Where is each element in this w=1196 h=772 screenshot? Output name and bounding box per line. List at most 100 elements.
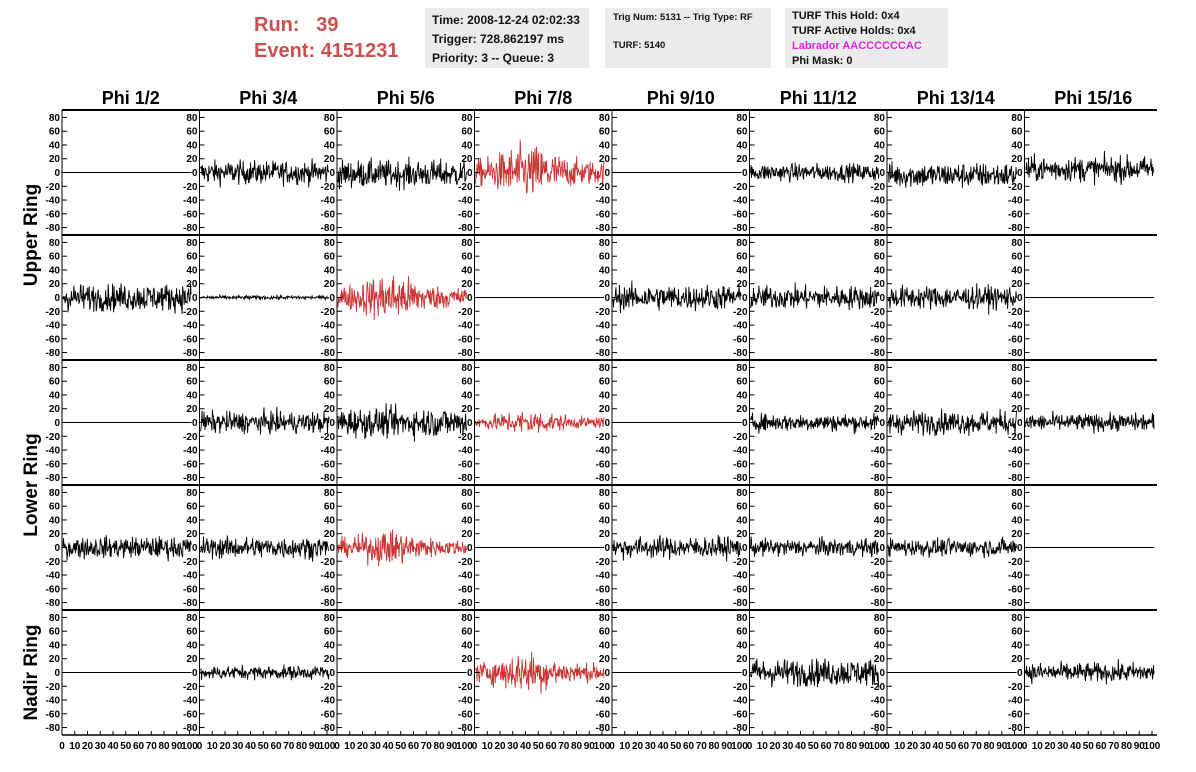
y-tick-label: -20 bbox=[46, 307, 61, 318]
waveform-trace bbox=[1025, 658, 1155, 685]
y-tick-label: 0 bbox=[192, 168, 198, 179]
y-tick-label: 60 bbox=[461, 252, 473, 263]
y-tick-label: 20 bbox=[186, 279, 198, 290]
y-tick-label: -20 bbox=[458, 432, 473, 443]
y-tick-label: 0 bbox=[329, 668, 335, 679]
y-tick-label: 20 bbox=[599, 529, 611, 540]
y-tick-label: 20 bbox=[324, 654, 336, 665]
y-tick-label: 60 bbox=[1011, 377, 1023, 388]
y-tick-label: -80 bbox=[321, 723, 336, 734]
y-tick-label: -80 bbox=[596, 473, 611, 484]
y-tick-label: -80 bbox=[1008, 473, 1023, 484]
y-tick-label: -20 bbox=[321, 432, 336, 443]
waveform-trace bbox=[750, 412, 880, 435]
y-tick-label: -40 bbox=[871, 446, 886, 457]
waveform-trace bbox=[1025, 410, 1155, 434]
y-tick-label: 60 bbox=[324, 127, 336, 138]
priority-text: Priority: 3 -- Queue: 3 bbox=[432, 51, 555, 65]
y-tick-label: 80 bbox=[324, 613, 336, 624]
time-info-box: Time: 2008-12-24 02:02:33 Trigger: 728.8… bbox=[425, 8, 589, 68]
y-tick-label: -60 bbox=[733, 459, 748, 470]
y-tick-label: -20 bbox=[183, 307, 198, 318]
y-tick-label: -60 bbox=[321, 709, 336, 720]
x-tick-label: 50 bbox=[258, 741, 270, 752]
y-tick-label: -80 bbox=[321, 598, 336, 609]
x-tick-label: 20 bbox=[82, 741, 94, 752]
turf-this-hold-text: TURF This Hold: 0x4 bbox=[792, 10, 900, 22]
y-tick-label: 0 bbox=[467, 668, 473, 679]
y-tick-label: 40 bbox=[186, 265, 198, 276]
y-tick-label: 80 bbox=[324, 488, 336, 499]
y-tick-label: -60 bbox=[46, 209, 61, 220]
y-tick-label: -40 bbox=[733, 446, 748, 457]
y-tick-label: -40 bbox=[183, 696, 198, 707]
y-tick-label: 40 bbox=[1011, 390, 1023, 401]
y-tick-label: 0 bbox=[1017, 668, 1023, 679]
y-tick-label: 0 bbox=[604, 668, 610, 679]
y-tick-label: -20 bbox=[871, 682, 886, 693]
y-tick-label: -60 bbox=[183, 459, 198, 470]
y-tick-label: -40 bbox=[1008, 196, 1023, 207]
y-tick-label: 0 bbox=[54, 418, 60, 429]
y-tick-label: 60 bbox=[324, 627, 336, 638]
y-tick-label: 60 bbox=[324, 377, 336, 388]
waveform-trace bbox=[475, 651, 605, 694]
y-tick-label: -20 bbox=[733, 307, 748, 318]
x-tick-label: 60 bbox=[408, 741, 420, 752]
x-tick-label: 90 bbox=[996, 741, 1008, 752]
x-tick-label: 100 bbox=[456, 741, 473, 752]
y-tick-label: 80 bbox=[324, 363, 336, 374]
y-tick-label: 20 bbox=[324, 404, 336, 415]
x-tick-label: 60 bbox=[133, 741, 145, 752]
y-tick-label: 40 bbox=[461, 265, 473, 276]
y-tick-label: -20 bbox=[321, 557, 336, 568]
y-tick-label: -60 bbox=[596, 459, 611, 470]
y-tick-label: -20 bbox=[596, 557, 611, 568]
column-header: Phi 9/10 bbox=[647, 88, 715, 108]
y-tick-label: -20 bbox=[1008, 182, 1023, 193]
y-tick-label: 0 bbox=[192, 418, 198, 429]
y-tick-label: 20 bbox=[599, 654, 611, 665]
waveform-trace bbox=[200, 293, 330, 301]
y-tick-label: -60 bbox=[1008, 709, 1023, 720]
y-tick-label: -80 bbox=[596, 723, 611, 734]
y-tick-label: -40 bbox=[1008, 446, 1023, 457]
y-tick-label: -20 bbox=[1008, 307, 1023, 318]
y-tick-label: 60 bbox=[874, 127, 886, 138]
x-tick-label: 80 bbox=[571, 741, 583, 752]
y-tick-label: 20 bbox=[324, 154, 336, 165]
y-tick-label: 0 bbox=[192, 543, 198, 554]
x-tick-label: 90 bbox=[309, 741, 321, 752]
y-tick-label: 60 bbox=[599, 252, 611, 263]
x-tick-label: 20 bbox=[219, 741, 231, 752]
y-tick-label: -40 bbox=[871, 196, 886, 207]
y-tick-label: -80 bbox=[871, 348, 886, 359]
y-tick-label: 0 bbox=[742, 543, 748, 554]
y-tick-label: -20 bbox=[458, 182, 473, 193]
x-tick-label: 70 bbox=[558, 741, 570, 752]
y-tick-label: 0 bbox=[329, 168, 335, 179]
x-tick-label: 50 bbox=[808, 741, 820, 752]
y-tick-label: -80 bbox=[183, 223, 198, 234]
x-tick-label: 0 bbox=[472, 741, 478, 752]
y-tick-label: 60 bbox=[736, 252, 748, 263]
y-tick-label: 20 bbox=[1011, 404, 1023, 415]
y-tick-label: -40 bbox=[183, 571, 198, 582]
waveform-trace bbox=[1025, 150, 1155, 186]
y-tick-label: 0 bbox=[1017, 168, 1023, 179]
y-tick-label: 20 bbox=[874, 654, 886, 665]
waveform-trace bbox=[62, 283, 192, 315]
y-tick-label: -20 bbox=[458, 307, 473, 318]
y-tick-label: -40 bbox=[46, 571, 61, 582]
y-tick-label: -60 bbox=[596, 334, 611, 345]
x-tick-label: 40 bbox=[795, 741, 807, 752]
waveform-trace bbox=[337, 403, 467, 442]
x-tick-label: 50 bbox=[395, 741, 407, 752]
y-tick-label: -80 bbox=[183, 598, 198, 609]
y-tick-label: -20 bbox=[321, 307, 336, 318]
y-tick-label: -60 bbox=[46, 584, 61, 595]
x-tick-label: 10 bbox=[69, 741, 81, 752]
y-tick-label: 40 bbox=[461, 390, 473, 401]
y-tick-label: 40 bbox=[874, 515, 886, 526]
